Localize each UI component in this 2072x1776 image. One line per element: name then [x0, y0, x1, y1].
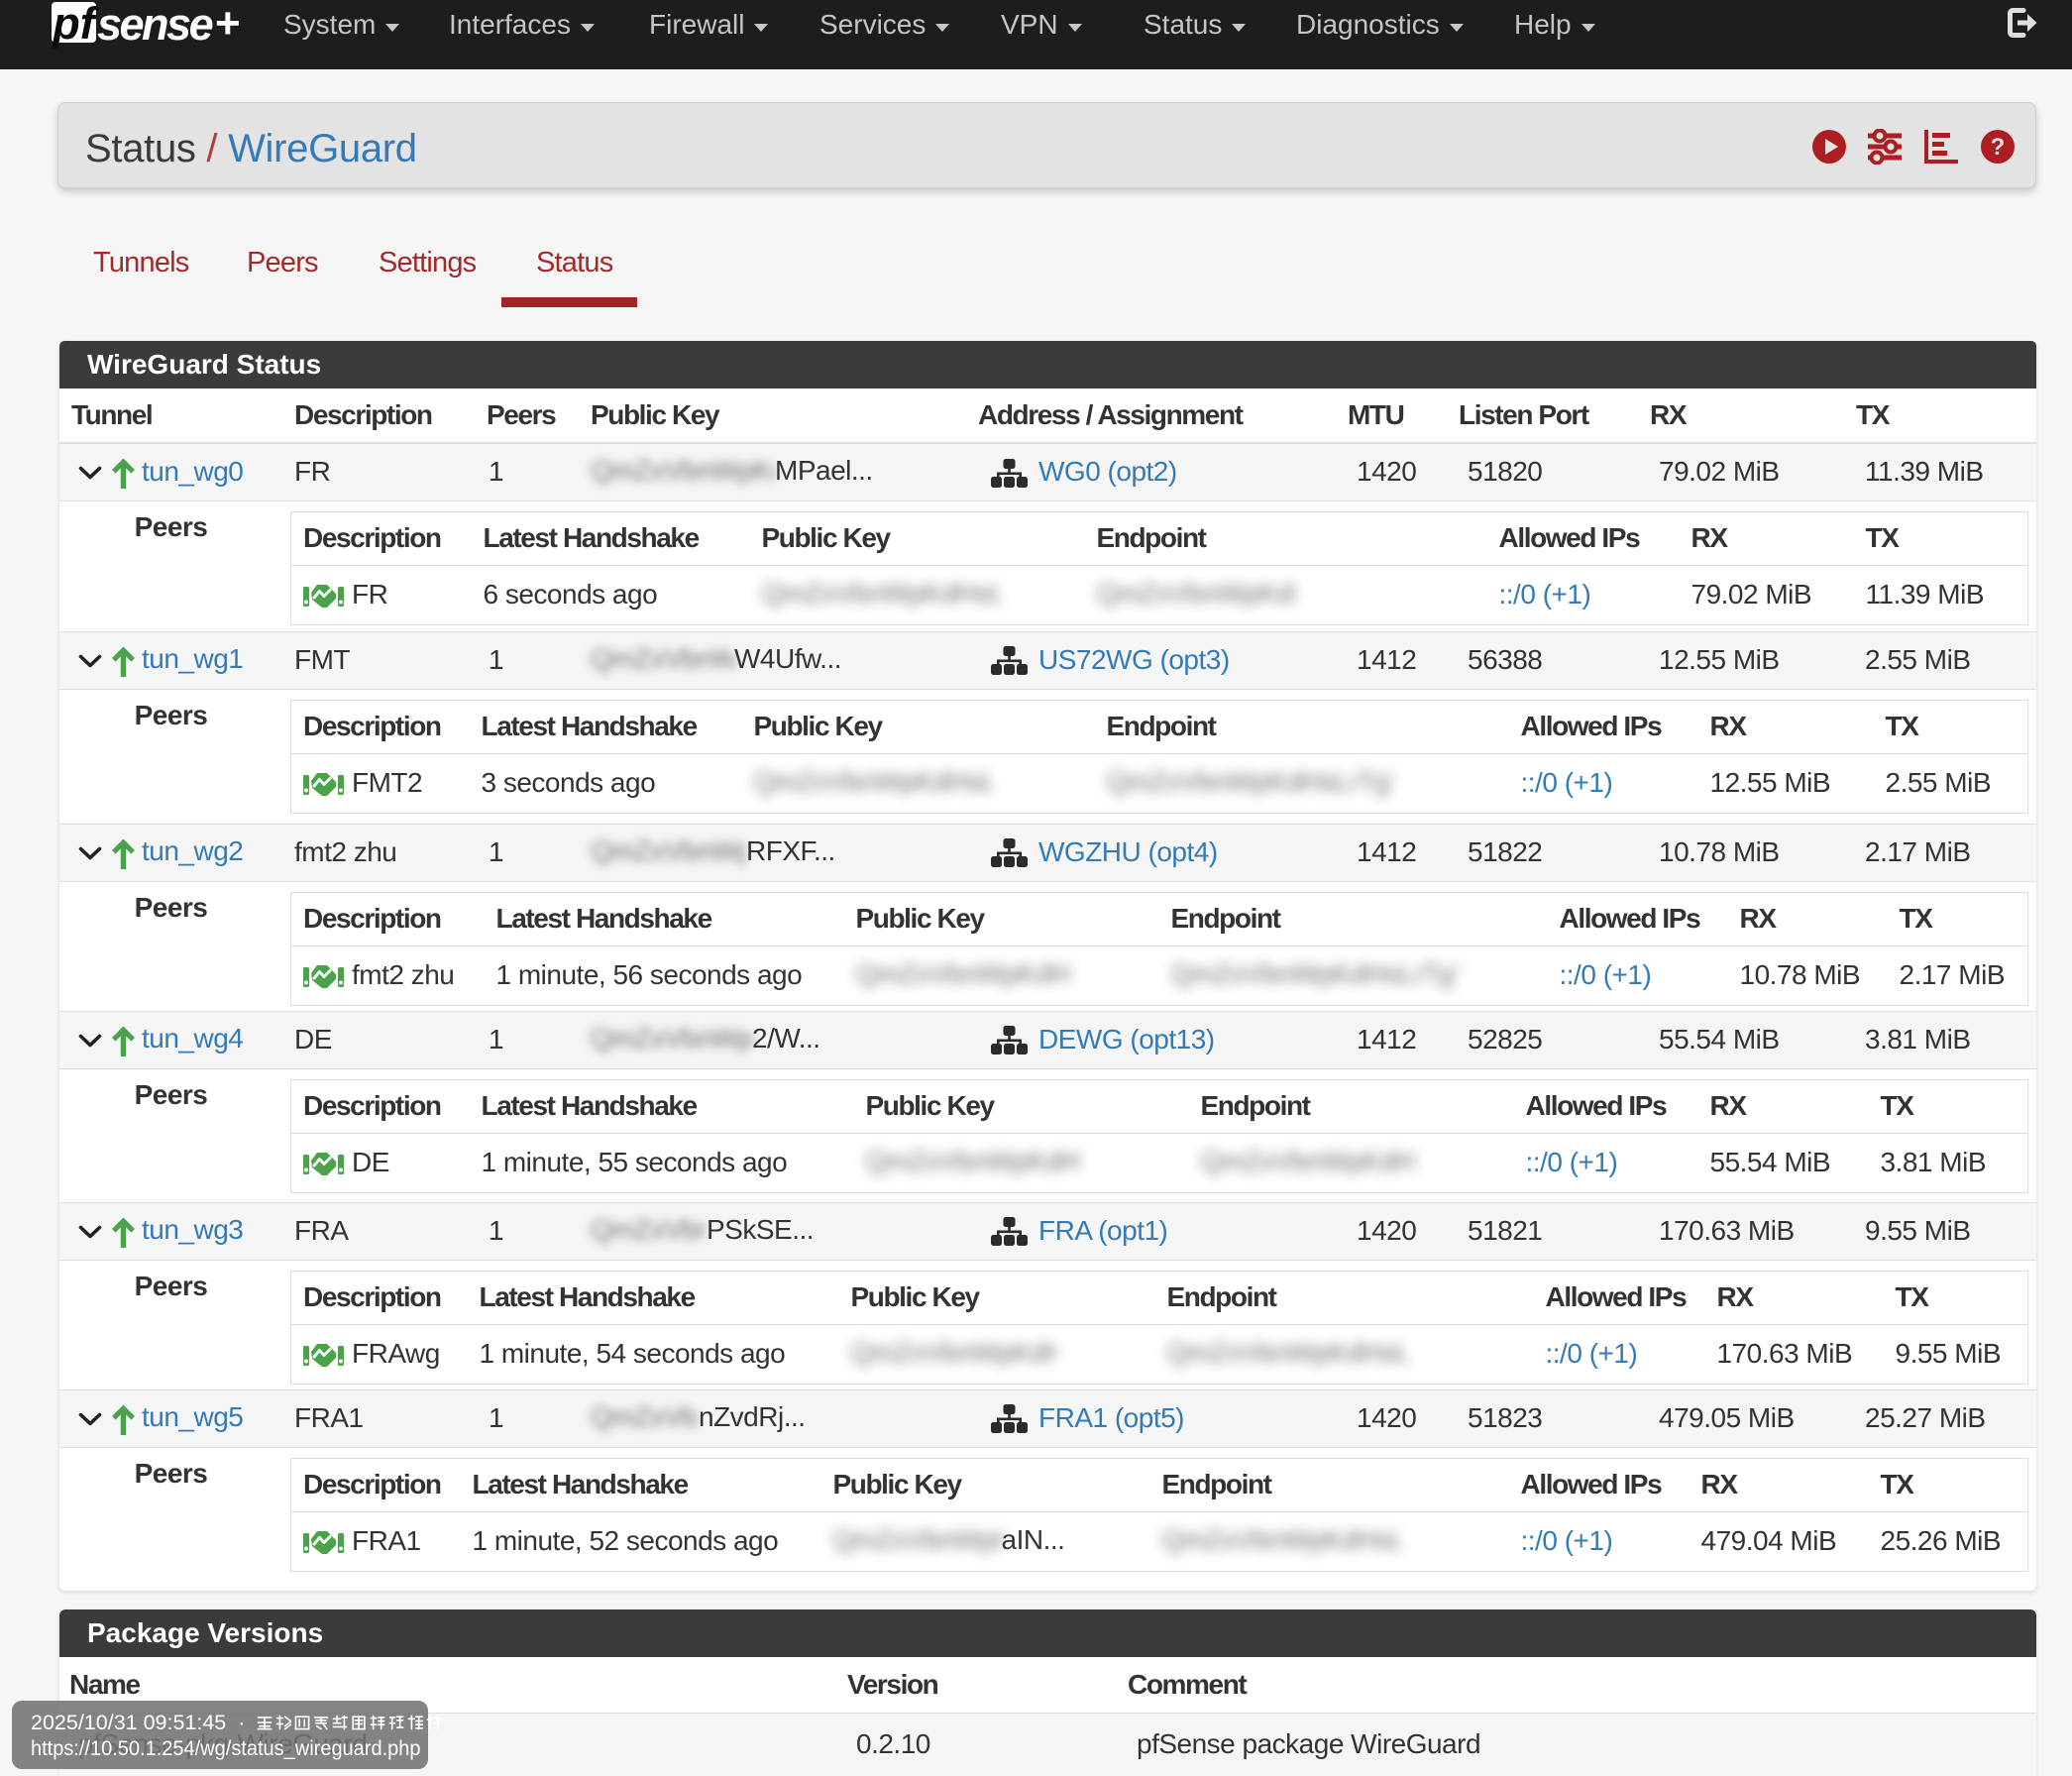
svg-text:?: ? — [1991, 134, 2006, 161]
